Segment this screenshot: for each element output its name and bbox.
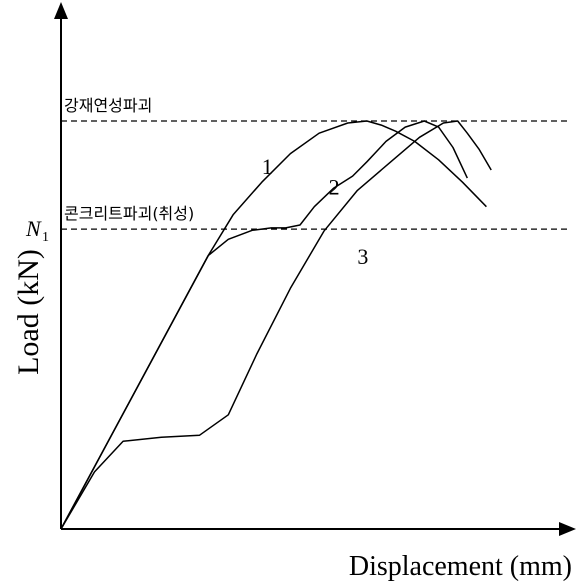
reference-line-label-1: 강재연성파괴 <box>64 96 152 115</box>
curve-label-1: 1 <box>262 154 273 179</box>
curve-label-3: 3 <box>357 244 368 269</box>
y-axis-label: Load (kN) <box>12 249 45 375</box>
axis-mark-n1-subscript: 1 <box>42 230 49 245</box>
series-lines <box>61 121 491 529</box>
x-axis-label: Displacement (mm) <box>349 551 572 582</box>
series-line-3 <box>61 121 491 529</box>
y-axis-arrow <box>54 2 68 19</box>
axes <box>54 2 576 536</box>
series-line-2 <box>61 121 467 529</box>
series-line-1 <box>61 121 486 529</box>
x-axis-arrow <box>559 522 576 536</box>
curve-label-2: 2 <box>329 174 340 199</box>
axis-mark-n1: N <box>25 216 42 241</box>
reference-line-label-2: 콘크리트파괴(취성) <box>64 204 194 223</box>
